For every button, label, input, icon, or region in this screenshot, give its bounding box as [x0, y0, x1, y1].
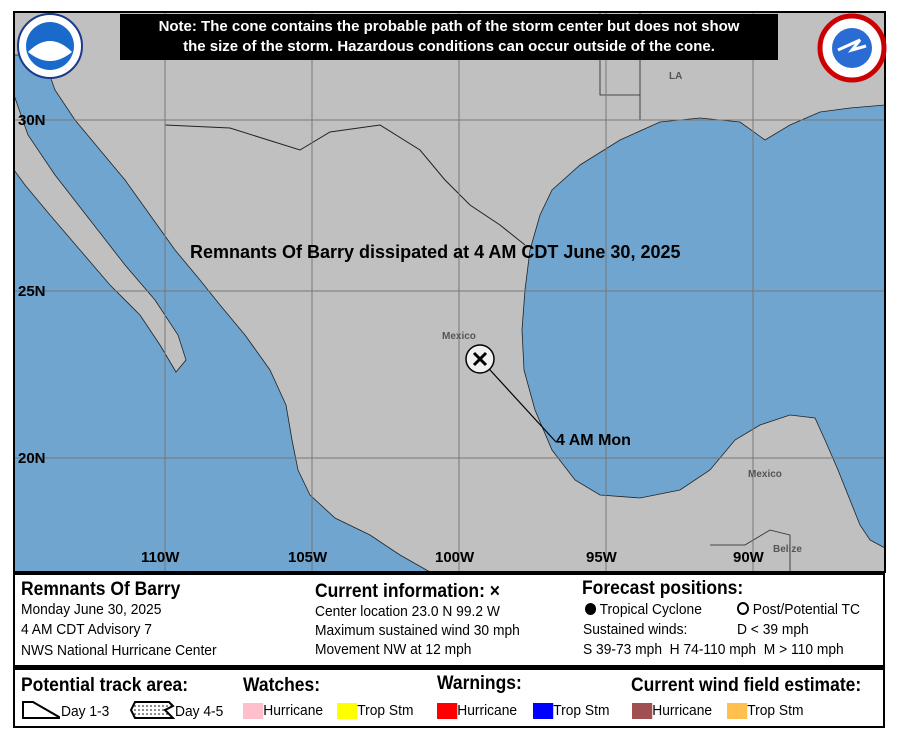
- day45-label: Day 4-5: [175, 703, 224, 720]
- day13-cone-icon: [22, 701, 60, 719]
- ptc-legend: Post/Potential TC: [737, 601, 860, 618]
- forecast-title: Forecast positions:: [582, 578, 744, 599]
- storm-name: Remnants Of Barry: [21, 579, 181, 600]
- open-circle-icon: [737, 602, 749, 615]
- info-panel: Remnants Of Barry Monday June 30, 2025 4…: [13, 572, 885, 667]
- day13-label: Day 1-3: [61, 703, 110, 720]
- note-line: Note: The cone contains the probable pat…: [158, 18, 740, 35]
- filled-circle-icon: [585, 603, 597, 615]
- swatch: [727, 703, 748, 720]
- warnings-title: Warnings:: [437, 673, 522, 694]
- wind-tropstm: Trop Stm: [727, 702, 804, 720]
- swatch: [243, 703, 264, 720]
- cone-note: Note: The cone contains the probable pat…: [120, 14, 778, 60]
- label: Hurricane: [457, 702, 518, 719]
- place-label: Mexico: [748, 469, 782, 480]
- position-leader-line: [479, 358, 557, 443]
- swatch: [437, 703, 458, 720]
- depression-range: D < 39 mph: [737, 621, 809, 638]
- lon-label: 110W: [141, 549, 180, 566]
- sustained-label: Sustained winds:: [583, 621, 688, 638]
- tc-label: Tropical Cyclone: [599, 601, 702, 618]
- movement: Movement NW at 12 mph: [315, 641, 472, 658]
- label: Hurricane: [263, 702, 324, 719]
- lat-label: 20N: [18, 450, 46, 467]
- warn-hurricane: Hurricane: [437, 702, 518, 720]
- swatch: [337, 703, 358, 720]
- label: Hurricane: [652, 702, 713, 719]
- watch-hurricane: Hurricane: [243, 702, 324, 720]
- ptc-label: Post/Potential TC: [752, 601, 860, 618]
- us-mexico-border: [164, 124, 526, 246]
- mainland: [14, 12, 885, 572]
- intensity-ranges: S 39-73 mph H 74-110 mph M > 110 mph: [583, 641, 844, 658]
- nws-logo: [817, 13, 887, 83]
- swatch: [533, 703, 554, 720]
- tc-legend: Tropical Cyclone: [585, 601, 702, 618]
- note-line: the size of the storm. Hazardous conditi…: [183, 38, 715, 55]
- agency: NWS National Hurricane Center: [21, 642, 217, 659]
- lon-label: 105W: [288, 549, 328, 566]
- watches-title: Watches:: [243, 675, 321, 696]
- graticule: [14, 12, 885, 572]
- dissipation-text: Remnants Of Barry dissipated at 4 AM CDT…: [190, 242, 681, 262]
- label: Trop Stm: [357, 702, 414, 719]
- swatch: [632, 703, 653, 720]
- wind-hurricane: Hurricane: [632, 702, 713, 720]
- noaa-logo: [17, 13, 83, 79]
- lon-label: 95W: [586, 549, 617, 566]
- date: Monday June 30, 2025: [21, 601, 162, 618]
- place-label: LA: [669, 71, 683, 82]
- max-wind: Maximum sustained wind 30 mph: [315, 622, 520, 639]
- advisory: 4 AM CDT Advisory 7: [21, 621, 152, 638]
- wind-title: Current wind field estimate:: [631, 675, 862, 696]
- lat-label: 30N: [18, 112, 46, 129]
- place-label: Belize: [773, 544, 802, 555]
- lon-label: 100W: [435, 549, 475, 566]
- current-title: Current information: ×: [315, 581, 501, 602]
- watch-tropstm: Trop Stm: [337, 702, 414, 720]
- track-title: Potential track area:: [21, 675, 189, 696]
- baja-peninsula: [14, 94, 187, 373]
- storm-center-marker: [465, 344, 495, 374]
- warn-tropstm: Trop Stm: [533, 702, 610, 720]
- center-location: Center location 23.0 N 99.2 W: [315, 603, 500, 620]
- position-label: 4 AM Mon: [556, 432, 631, 449]
- place-label: Mexico: [442, 331, 476, 342]
- legend-panel: Potential track area: Day 1-3 Day 4-5 Wa…: [13, 667, 885, 728]
- label: Trop Stm: [747, 702, 804, 719]
- lon-label: 90W: [733, 549, 764, 566]
- country-border: [710, 529, 791, 572]
- day45-cone-icon: [129, 701, 175, 719]
- label: Trop Stm: [553, 702, 610, 719]
- lat-label: 25N: [18, 283, 46, 300]
